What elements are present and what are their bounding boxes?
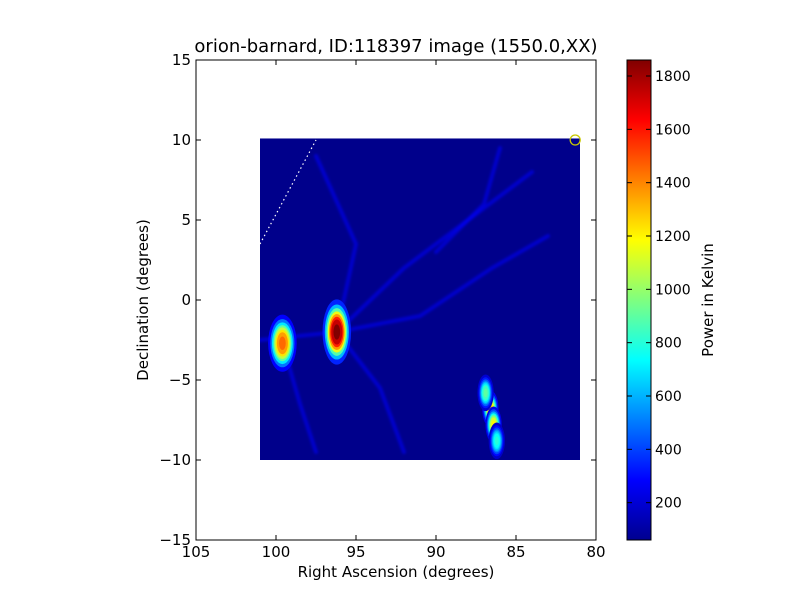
y-tick-label: −15: [159, 531, 191, 549]
dotted-line: [259, 139, 317, 245]
x-axis: 105 100 95 90 85 80: [182, 60, 606, 561]
y-tick-label: 10: [172, 131, 191, 149]
filament: [314, 154, 358, 334]
filament-group: [260, 146, 550, 454]
colorbar-tick-label: 400: [655, 442, 682, 458]
y-tick-label: −5: [169, 371, 191, 389]
image-background: [260, 138, 580, 460]
y-tick-label: 0: [181, 291, 191, 309]
colorbar-axis: 200 400 600 800 1000 1200 1400 1600 1800: [627, 69, 691, 512]
x-tick-label: 80: [586, 543, 605, 561]
overlay: [259, 134, 581, 245]
x-tick-label: 90: [426, 543, 445, 561]
x-tick-label: 105: [182, 543, 211, 561]
image-content: [260, 138, 580, 460]
filament: [434, 146, 502, 254]
colorbar-tick-label: 1400: [655, 176, 691, 192]
x-tick-label: 100: [262, 543, 291, 561]
colorbar-tick-label: 1600: [655, 122, 691, 138]
x-tick-label: 95: [346, 543, 365, 561]
filament: [260, 170, 534, 342]
filament: [334, 330, 406, 454]
colorbar-tick-label: 1800: [655, 69, 691, 85]
sky-image: [260, 138, 580, 460]
colorbar-tick-label: 200: [655, 496, 682, 512]
marker-circle: [569, 134, 581, 146]
colorbar-label: Power in Kelvin: [699, 243, 717, 357]
x-tick-label: 85: [506, 543, 525, 561]
source-contour: [279, 336, 286, 350]
source-group: [268, 299, 505, 460]
chart-title: orion-barnard, ID:118397 image (1550.0,X…: [194, 36, 597, 57]
source-contour: [483, 388, 488, 398]
y-tick-label: 5: [181, 211, 191, 229]
colorbar: [626, 59, 652, 541]
y-axis-label: Declination (degrees): [134, 219, 152, 381]
colorbar-tick-label: 1000: [655, 282, 691, 298]
filament: [334, 234, 550, 334]
y-tick-label: −10: [159, 451, 191, 469]
y-axis: 15 10 5 0 −5 −10 −15: [159, 51, 596, 549]
x-axis-label: Right Ascension (degrees): [298, 563, 495, 581]
colorbar-tick-label: 1200: [655, 229, 691, 245]
source-contour: [494, 436, 499, 446]
source-contour: [333, 324, 341, 340]
y-tick-label: 15: [172, 51, 191, 69]
colorbar-tick-label: 600: [655, 389, 682, 405]
colorbar-tick-label: 800: [655, 336, 682, 352]
